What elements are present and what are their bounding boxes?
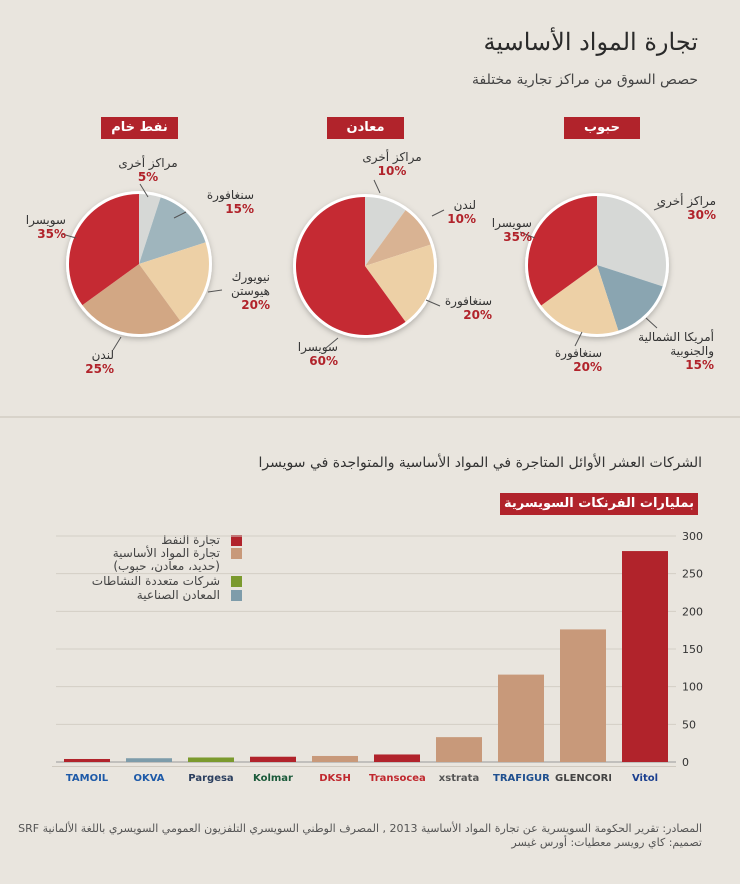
- legend-diversified: شركات متعددة النشاطات: [30, 575, 242, 588]
- y-tick-label: 150: [682, 643, 703, 656]
- company-logo: xstrata: [438, 773, 480, 784]
- pie-slice: [365, 197, 406, 266]
- company-logo: Vitol: [631, 773, 659, 784]
- legend-swatch: [231, 535, 242, 546]
- legend-swatch: [231, 590, 242, 601]
- bar: [250, 756, 296, 762]
- pie-header-grains: حبوب: [564, 117, 640, 139]
- y-tick-label: 300: [682, 530, 703, 543]
- pie-slice: [541, 265, 619, 334]
- label-metals-other: مراكز أخرى 10%: [362, 150, 422, 178]
- label-grains-singapore: سنغافورة 20%: [554, 346, 602, 374]
- bar: [188, 757, 234, 762]
- pie-slice: [365, 244, 434, 322]
- logo-row: [52, 766, 676, 793]
- legend-oil-trade: تجارة النفط: [30, 534, 242, 547]
- company-logo: Transocean: [369, 773, 425, 784]
- pie-slice: [82, 264, 181, 334]
- footer-credits: تصميم: كاي رويسر معطيات: أورس غيسر: [511, 836, 702, 849]
- company-logo: TAMOIL: [65, 773, 109, 784]
- label-oil-newyork: نيويورك هيوستن 20%: [231, 270, 270, 312]
- pie-charts-svg: [61, 179, 669, 351]
- bar-chart-svg: 0 50 100 150 200 250 300: [56, 530, 703, 769]
- pie-slice: [139, 242, 210, 321]
- label-metals-singapore: سنغافورة 20%: [444, 294, 492, 322]
- company-logo: Pargesa: [188, 773, 234, 784]
- label-grains-switzerland: سويسرا 35%: [491, 216, 532, 244]
- company-logo: GLENCORE: [555, 773, 611, 784]
- pie-slice: [139, 197, 206, 264]
- y-tick-label: 200: [682, 605, 703, 618]
- bar: [374, 754, 420, 762]
- pie-slice: [296, 197, 406, 335]
- pie-header-metals: معادن: [327, 117, 404, 139]
- label-metals-london: لندن 10%: [447, 198, 476, 226]
- leader-lines: [61, 179, 665, 351]
- label-oil-switzerland: سويسرا 35%: [25, 213, 66, 241]
- pie-slice: [139, 194, 161, 264]
- y-ticks: 0 50 100 150 200 250 300: [682, 530, 703, 769]
- section-divider: [0, 416, 740, 418]
- bar: [126, 758, 172, 762]
- legend-basic-materials: تجارة المواد الأساسية (حديد، معادن، حبوب…: [30, 547, 242, 573]
- label-oil-singapore: سنغافورة 15%: [206, 188, 254, 216]
- bar: [498, 674, 544, 762]
- pie-slice: [597, 265, 663, 331]
- pie-slice: [69, 194, 139, 306]
- footer-sources: المصادر: تقرير الحكومة السويسرية عن تجار…: [18, 822, 702, 835]
- label-grains-other: مراكز أخرى 30%: [656, 194, 716, 222]
- bar-chart-unit: بمليارات الفرنكات السويسرية: [500, 493, 698, 515]
- pie-metals: [293, 194, 437, 338]
- y-tick-label: 50: [682, 718, 696, 731]
- pie-grains: [525, 193, 669, 337]
- page-subtitle: حصص السوق من مراكز تجارية مختلفة: [472, 72, 698, 88]
- pie-slice: [528, 196, 597, 306]
- legend-swatch: [231, 576, 242, 587]
- y-tick-label: 250: [682, 568, 703, 581]
- pie-crude-oil: [66, 191, 212, 337]
- label-oil-london: لندن 25%: [85, 348, 114, 376]
- company-logo: DKSH: [319, 773, 351, 784]
- label-oil-other: مراكز أخرى 5%: [118, 156, 178, 184]
- bar-chart-title: الشركات العشر الأوائل المتاجرة في المواد…: [258, 455, 702, 471]
- pie-slice: [365, 210, 431, 266]
- pie-header-crude-oil: نفط خام: [101, 117, 178, 139]
- label-grains-americas: أمريكا الشمالية والجنوبية 15%: [638, 330, 714, 372]
- legend-industrial-metals: المعادن الصناعية: [30, 589, 242, 602]
- pie-slice: [597, 196, 666, 287]
- company-logo: Kolmar: [253, 773, 293, 784]
- legend-swatch: [231, 548, 242, 559]
- bar: [436, 737, 482, 762]
- company-logo: TRAFIGURA: [493, 773, 549, 784]
- bar: [560, 629, 606, 762]
- page-title: تجارة المواد الأساسية: [483, 28, 698, 56]
- bar: [64, 758, 110, 762]
- y-tick-label: 100: [682, 681, 703, 694]
- bar: [622, 551, 668, 762]
- company-logo: OKVA: [133, 773, 165, 784]
- bars: [64, 551, 668, 762]
- y-tick-label: 0: [682, 756, 689, 769]
- bar: [312, 755, 358, 762]
- label-metals-switzerland: سويسرا 60%: [297, 340, 338, 368]
